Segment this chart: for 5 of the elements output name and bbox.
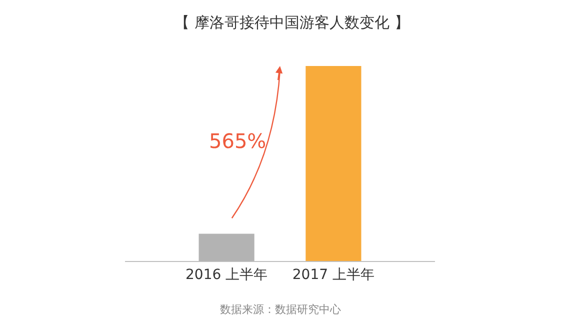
chart-title: 【 摩洛哥接待中国游客人数变化 】 [174,13,410,32]
x-tick-label: 2017 上半年 [292,266,374,283]
x-tick-label: 2016 上半年 [186,266,268,283]
source-note: 数据来源：数据研究中心 [220,303,341,316]
annotation: 565% [209,129,266,153]
